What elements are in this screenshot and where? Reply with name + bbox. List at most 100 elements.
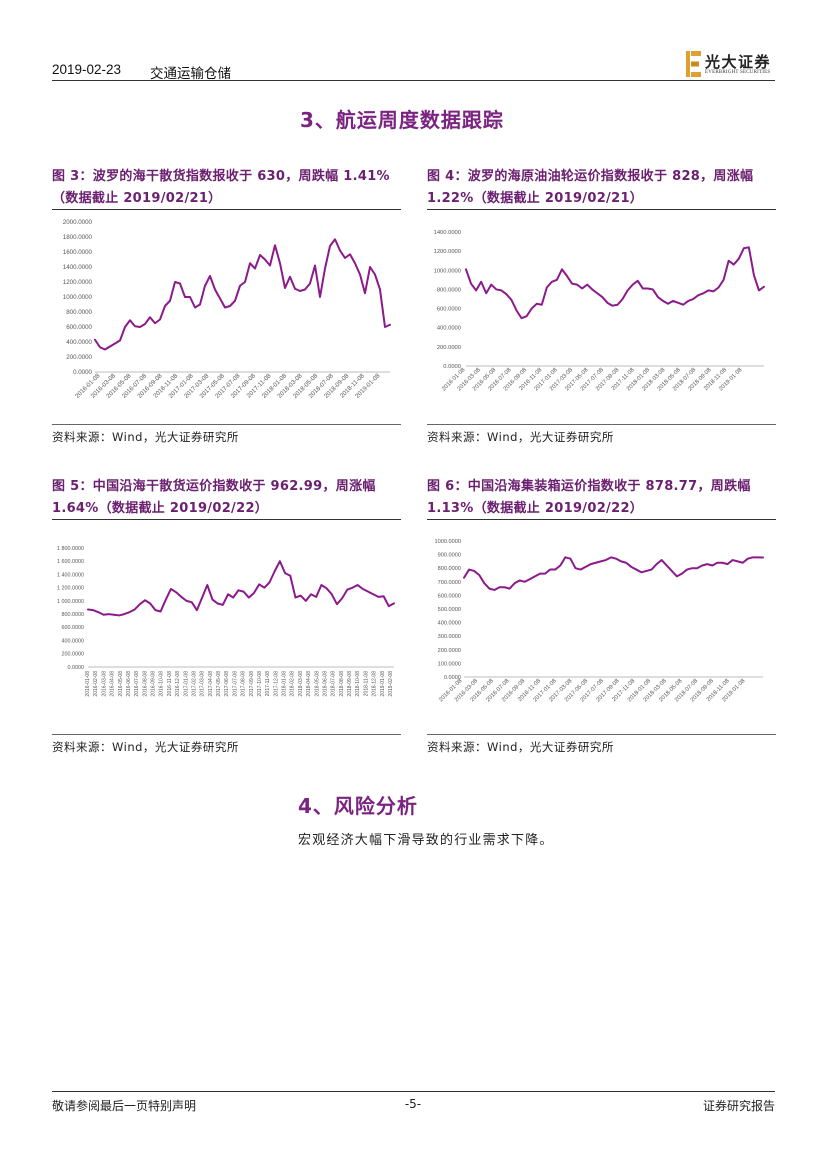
figure-3-title-rule [52, 209, 401, 210]
y-tick-label: 200.0000 [438, 648, 461, 654]
x-tick-label: 2017-04-08 [208, 671, 214, 697]
y-tick-label: 400.0000 [62, 638, 84, 644]
series-line [87, 560, 395, 617]
figure-3-chart: 0.0000 200.0000 400.0000 600.0000 800.0000 10… [63, 219, 391, 400]
figure-4-source-rule [427, 424, 776, 425]
page-number: -5- [404, 1097, 422, 1111]
figure-3-title-line1: 图 3：波罗的海干散货指数报收于 630，周跌幅 1.41% [52, 169, 390, 184]
y-tick-label: 100.0000 [438, 661, 461, 667]
figure-3-source-rule [52, 424, 401, 425]
y-tick-label: 200.0000 [62, 652, 84, 658]
y-tick-label: 1000.0000 [435, 539, 461, 545]
x-tick-label: 2017-11-08 [265, 671, 271, 696]
y-tick-label: 600.0000 [438, 593, 461, 599]
y-tick-label: 400.0000 [438, 621, 461, 627]
x-tick-label: 2016-01-08 [85, 671, 91, 697]
y-tick-label: 1400.0000 [63, 264, 93, 271]
x-tick-label: 2016-12-08 [175, 671, 181, 697]
x-tick-label: 2018-03-08 [298, 671, 304, 697]
y-tick-label: 1000.0000 [434, 268, 461, 274]
y-tick-label: 1 200.0000 [57, 586, 84, 592]
figure-4-title-rule [427, 209, 776, 210]
header-rule [52, 80, 775, 81]
x-tick-label: 2018-06-08 [322, 671, 328, 697]
x-tick-label: 2018-05-08 [314, 671, 320, 697]
y-tick-label: 800.0000 [438, 566, 461, 572]
y-tick-label: 1000.0000 [63, 294, 93, 301]
figure-6-title-line1: 图 6：中国沿海集装箱运价指数收于 878.77，周跌幅 [427, 479, 751, 494]
y-tick-label: 900.0000 [438, 553, 461, 559]
x-tick-label: 2018-04-08 [306, 671, 312, 697]
x-tick-label: 2016-08-08 [142, 671, 148, 697]
x-tick-label: 2016-02-08 [93, 671, 99, 697]
y-tick-label: 200.0000 [66, 354, 92, 361]
figure-5-title: 图 5：中国沿海干散货运价指数收于 962.99，周涨幅 1.64%（数据截止 … [52, 476, 376, 520]
x-tick-label: 2019-01-08 [380, 671, 386, 697]
footer-disclaimer: 敬请参阅最后一页特别声明 [52, 1099, 197, 1113]
x-tick-label: 2017-09-08 [249, 671, 255, 697]
y-tick-label: 1 800.0000 [57, 546, 84, 552]
x-tick-label: 2017-06-08 [224, 671, 230, 697]
x-tick-label: 2016-11-08 [167, 671, 173, 696]
figure-4-chart: 0.0000 200.0000 400.0000 600.0000 800.0000 10… [434, 230, 765, 392]
y-tick-label: 500.0000 [438, 607, 461, 613]
x-tick-label: 2018-08-08 [339, 671, 345, 697]
y-tick-label: 1 600.0000 [57, 559, 84, 565]
y-tick-label: 0.0000 [73, 369, 92, 376]
figure-6-title: 图 6：中国沿海集装箱运价指数收于 878.77，周跌幅 1.13%（数据截止 … [427, 476, 751, 520]
y-tick-label: 0.0000 [444, 675, 461, 681]
y-tick-label: 1 400.0000 [57, 572, 84, 578]
footer-report-type: 证券研究报告 [702, 1099, 775, 1113]
figure-5-title-line2: 1.64%（数据截止 2019/02/22） [52, 501, 269, 516]
y-tick-label: 200.0000 [437, 345, 461, 351]
y-tick-label: 600.0000 [66, 324, 92, 331]
y-tick-label: 1400.0000 [434, 230, 461, 236]
y-tick-label: 700.0000 [438, 580, 461, 586]
section-3-title: 3、航运周度数据跟踪 [300, 108, 504, 132]
y-tick-label: 1 000.0000 [57, 599, 84, 605]
y-tick-label: 800.0000 [62, 612, 84, 618]
figure-3-title: 图 3：波罗的海干散货指数报收于 630，周跌幅 1.41% （数据截止 201… [52, 166, 390, 210]
figure-6-source: 资料来源：Wind，光大证券研究所 [427, 740, 614, 754]
x-tick-label: 2017-10-08 [257, 671, 263, 697]
x-tick-label: 2016-05-08 [118, 671, 124, 697]
y-tick-label: 2000.0000 [63, 219, 93, 226]
figure-4-title-line2: 1.22%（数据截止 2019/02/21） [427, 191, 644, 206]
industry-label: 交通运输仓储 [150, 66, 231, 82]
y-tick-label: 600.0000 [437, 307, 461, 313]
figure-3-source: 资料来源：Wind，光大证券研究所 [52, 430, 239, 444]
figure-4-source: 资料来源：Wind，光大证券研究所 [427, 430, 614, 444]
x-tick-label: 2018-01-08 [282, 671, 288, 697]
risk-analysis-text: 宏观经济大幅下滑导致的行业需求下降。 [298, 833, 554, 848]
figure-6-title-line2: 1.13%（数据截止 2019/02/22） [427, 501, 644, 516]
figure-6-chart: 0.0000 100.0000 200.0000 300.0000 400.0000 50… [435, 539, 764, 703]
y-tick-label: 1200.0000 [63, 279, 93, 286]
logo-text-cn: 光大证券 [705, 53, 772, 71]
figure-5-source-rule [52, 734, 401, 735]
figure-6-title-rule [427, 519, 776, 520]
figure-5-title-rule [52, 519, 401, 520]
y-tick-label: 400.0000 [437, 326, 461, 332]
x-tick-label: 2016-03-08 [101, 671, 107, 697]
series-line [463, 556, 764, 591]
x-tick-label: 2018-12-08 [372, 671, 378, 697]
y-tick-label: 1800.0000 [63, 234, 93, 241]
x-tick-label: 2018-02-08 [290, 671, 296, 697]
figure-5-title-line1: 图 5：中国沿海干散货运价指数收于 962.99，周涨幅 [52, 479, 376, 494]
x-tick-label: 2017-03-08 [200, 671, 206, 697]
y-tick-label: 800.0000 [437, 287, 461, 293]
x-tick-label: 2017-08-08 [241, 671, 247, 697]
x-tick-label: 2017-05-08 [216, 671, 222, 697]
brand-logo: 光大证券 EVERBRIGHT SECURITIES [686, 50, 778, 78]
x-tick-label: 2018-11-08 [363, 671, 369, 696]
y-tick-label: 0.0000 [68, 665, 85, 671]
y-tick-label: 0.0000 [443, 364, 461, 370]
x-tick-label: 2018-10-08 [355, 671, 361, 697]
figure-5-chart: 0.0000 200.0000 400.0000 600.0000 800.0000 1 … [57, 546, 395, 697]
x-tick-label: 2017-02-08 [191, 671, 197, 697]
x-tick-label: 2018-09-08 [347, 671, 353, 697]
x-tick-label: 2016-10-08 [159, 671, 165, 697]
x-tick-label: 2019-02-08 [388, 671, 394, 697]
y-tick-label: 1600.0000 [63, 249, 93, 256]
figure-5-source: 资料来源：Wind，光大证券研究所 [52, 740, 239, 754]
